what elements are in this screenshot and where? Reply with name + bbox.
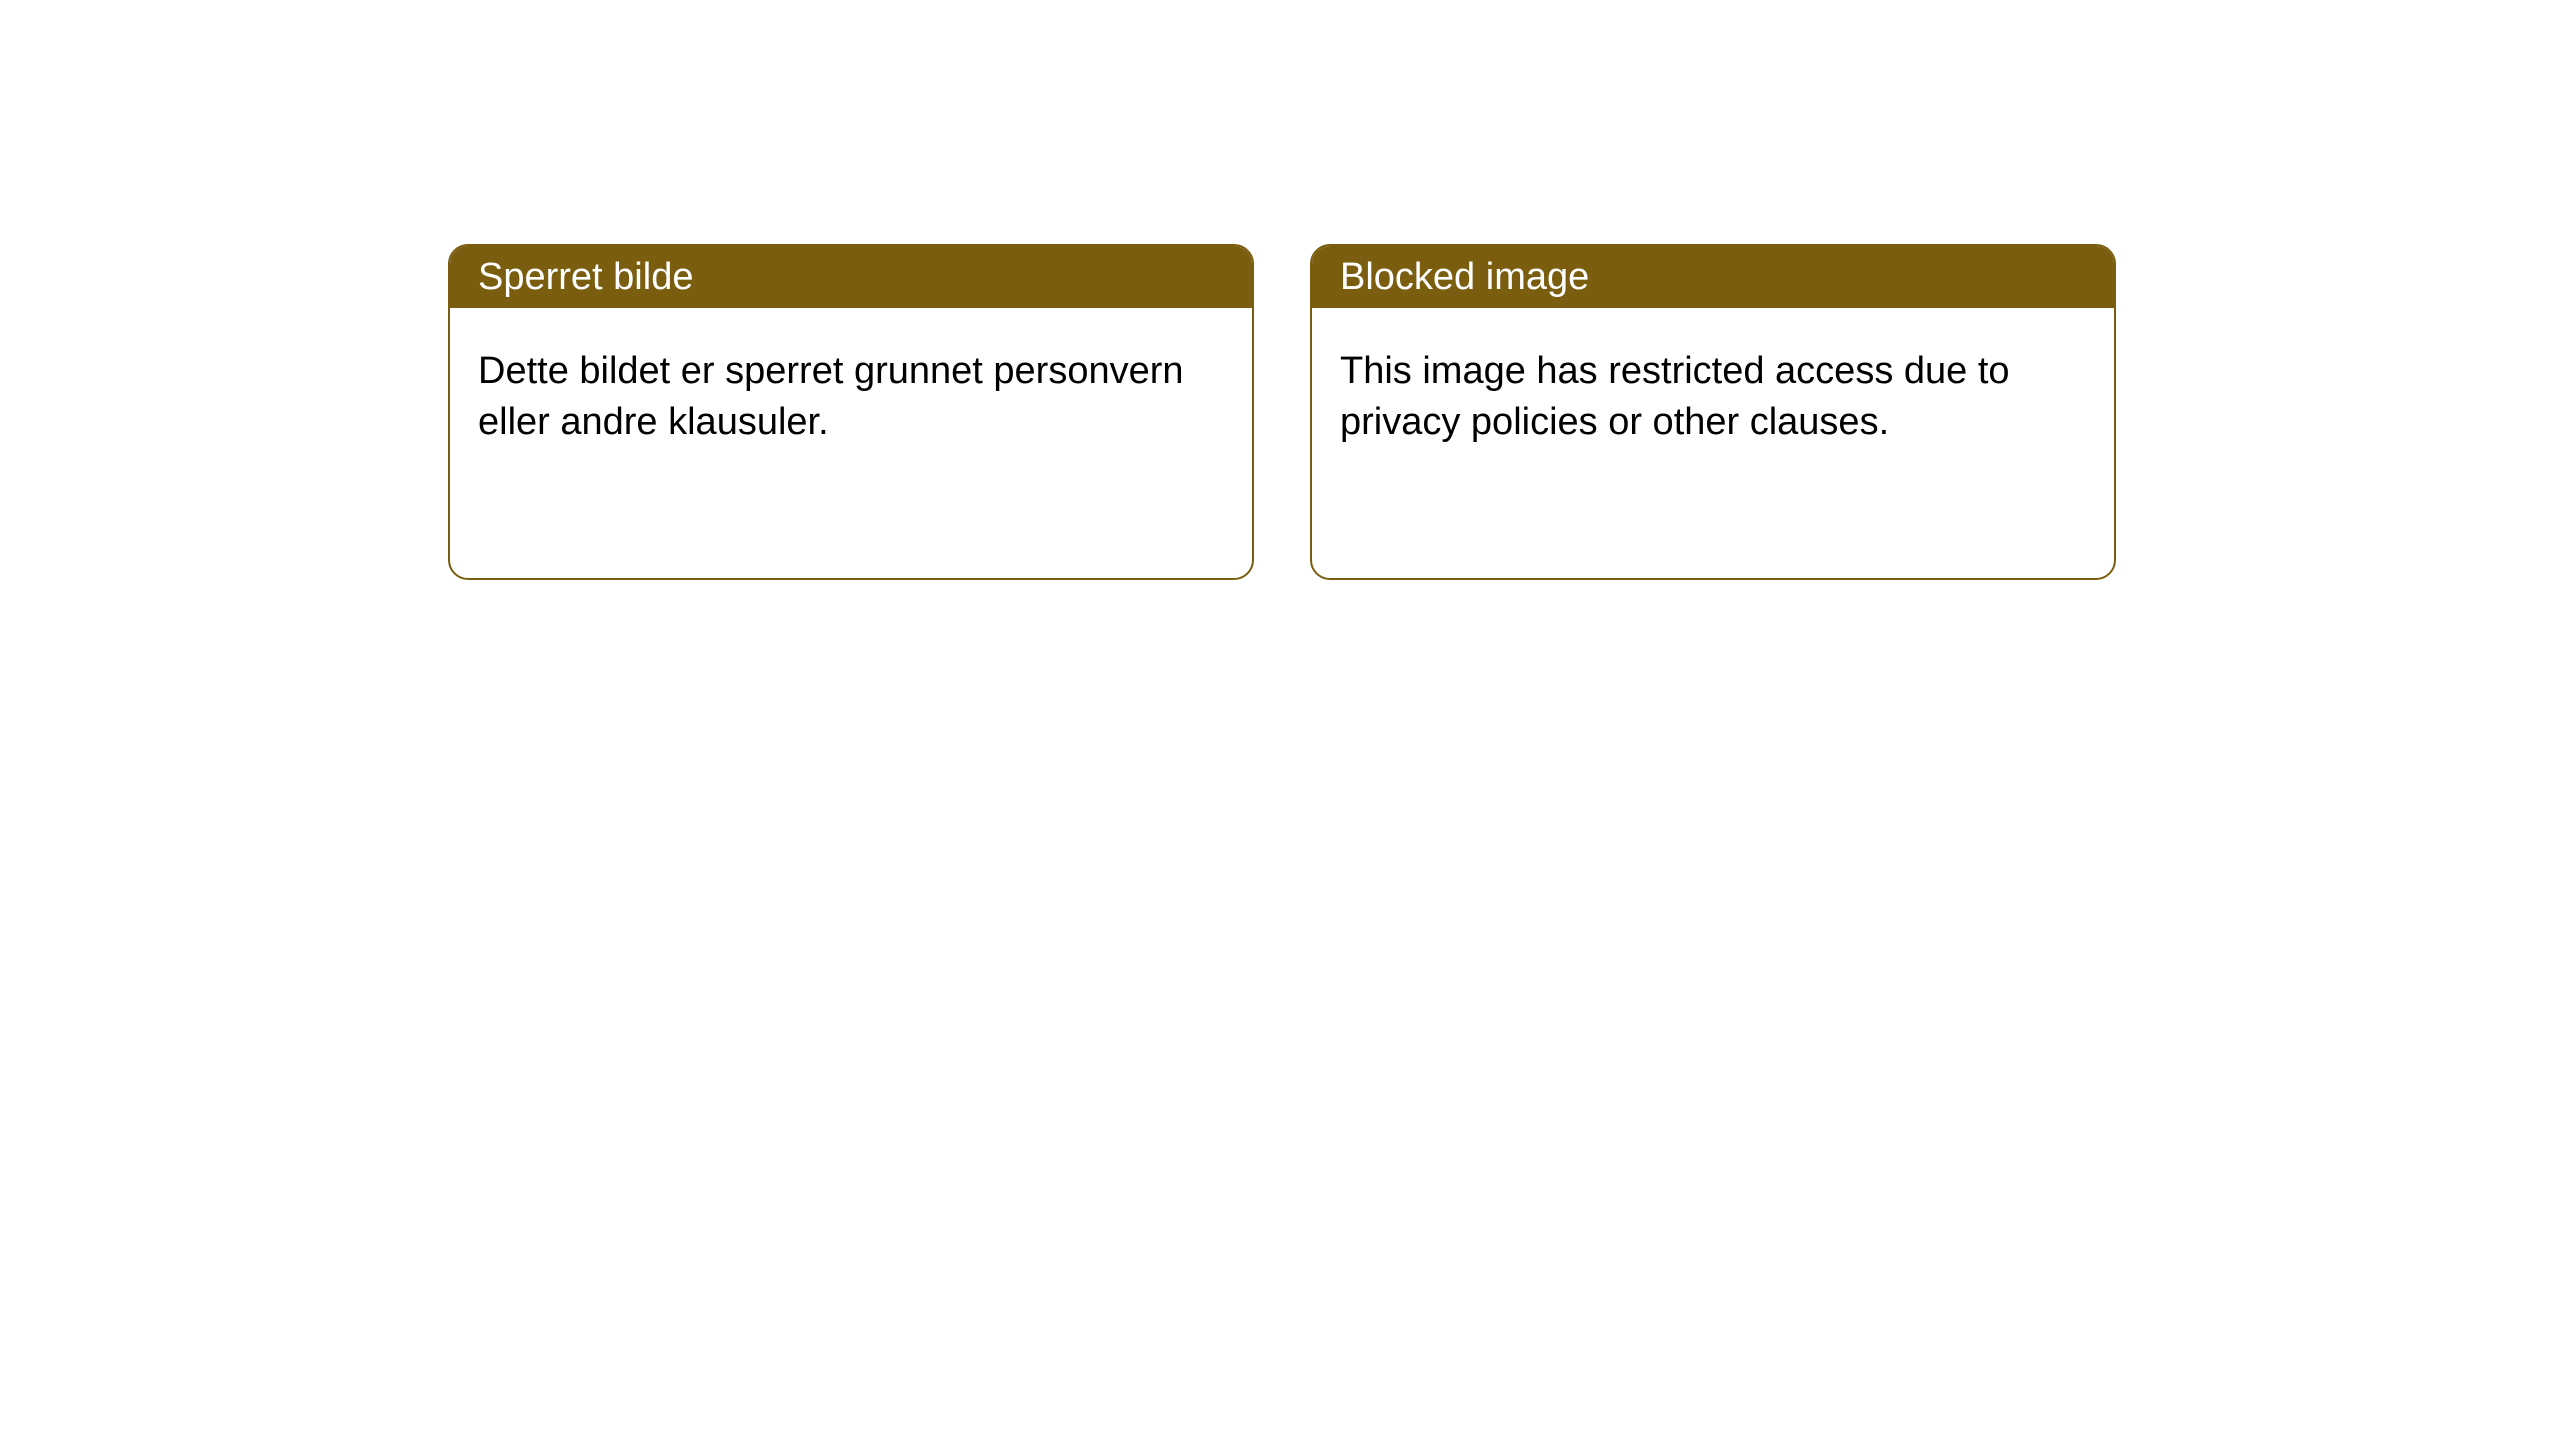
notice-card-header: Blocked image — [1312, 246, 2114, 308]
notice-card-title: Sperret bilde — [478, 256, 693, 299]
notice-card-header: Sperret bilde — [450, 246, 1252, 308]
notice-card-norwegian: Sperret bilde Dette bildet er sperret gr… — [448, 244, 1254, 580]
notice-card-container: Sperret bilde Dette bildet er sperret gr… — [0, 0, 2560, 580]
notice-card-english: Blocked image This image has restricted … — [1310, 244, 2116, 580]
notice-card-body: This image has restricted access due to … — [1312, 308, 2114, 487]
notice-card-body: Dette bildet er sperret grunnet personve… — [450, 308, 1252, 487]
notice-card-message: Dette bildet er sperret grunnet personve… — [478, 350, 1184, 443]
notice-card-title: Blocked image — [1340, 256, 1589, 299]
notice-card-message: This image has restricted access due to … — [1340, 350, 2010, 443]
